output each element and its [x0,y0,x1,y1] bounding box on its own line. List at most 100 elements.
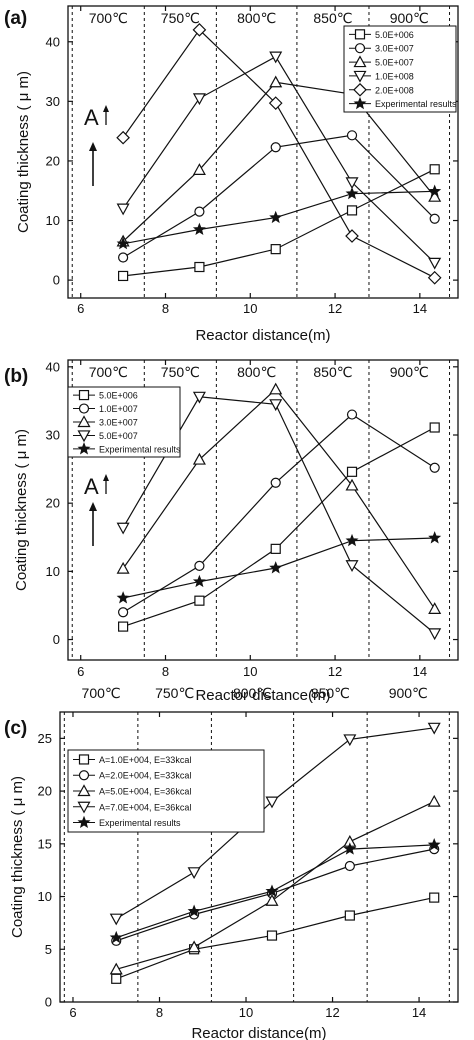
x-tick-label: 8 [162,301,169,316]
legend-marker [353,70,367,83]
data-point [192,391,206,404]
temperature-zone-label: 700℃ [82,685,121,701]
panel-label: (c) [4,718,27,739]
legend-marker [78,403,90,414]
legend-marker [77,415,91,428]
data-point [270,543,281,554]
panel-label: (a) [4,8,27,29]
arrow-label: A [84,105,99,130]
x-tick-label: 6 [77,301,84,316]
series-3 [116,382,442,614]
data-point [116,236,130,250]
temperature-zone-label: 800℃ [237,10,276,26]
data-point [268,96,283,110]
data-point [429,422,440,433]
data-point [265,796,279,809]
data-point [345,177,359,190]
temperature-zone-label: 700℃ [89,364,128,380]
y-tick-label: 0 [45,995,52,1010]
data-point [270,142,281,153]
temperature-zone-label: 800℃ [233,685,272,701]
plot-frame [67,359,459,661]
data-point [116,130,130,145]
legend-label: A=2.0E+004, E=33kcal [99,771,191,781]
legend-marker [78,770,90,781]
legend: 5.0E+006 1.0E+007 3.0E+007 5.0E+007 Experime… [67,386,181,458]
small-up-arrow-head [103,474,109,481]
legend-marker [77,784,91,797]
data-point [269,75,283,88]
data-point [269,561,283,574]
data-point [427,722,441,735]
data-point [116,591,130,604]
legend-label: 1.0E+007 [99,404,138,414]
data-point [345,533,359,547]
data-point [429,213,440,224]
series-2 [118,130,440,263]
data-point [344,860,355,872]
legend-label: 5.0E+006 [99,391,138,401]
data-point [109,930,123,944]
legend-label: Experimental results [99,818,181,828]
series-5 [116,22,442,285]
data-point [192,22,207,37]
legend-label: A=7.0E+004, E=36kcal [99,802,191,812]
data-point [269,382,283,395]
series-6 [116,184,442,250]
data-point [116,203,130,216]
y-tick-label: 25 [38,731,52,746]
chart-panel-2: 700℃ 750℃ 800℃ 850℃ 900℃ 6 8 10 12 14 0 10 20 30 40 Rea… [4,359,459,704]
chart-panel-3: 700℃ 750℃ 800℃ 850℃ 900℃ 6 8 10 12 14 0 5 10 15 20 25 Re… [4,685,459,1040]
legend-label: 5.0E+006 [375,30,414,40]
x-tick-label: 10 [243,301,257,316]
series-3 [109,794,441,975]
legend-marker [77,430,91,443]
data-point [187,904,201,917]
y-tick-label: 5 [45,942,52,957]
plot-frame [59,711,459,1003]
legend-marker [78,754,90,765]
legend-marker [353,96,367,110]
x-tick-label: 10 [243,664,257,679]
data-point [429,892,440,903]
x-tick-label: 14 [413,664,427,679]
y-tick-label: 30 [46,94,60,109]
data-point [118,252,129,263]
x-tick-label: 6 [69,1005,76,1020]
legend-box [343,25,457,113]
data-point [345,478,359,491]
y-tick-label: 20 [46,496,60,511]
legend-marker [77,815,91,829]
y-tick-label: 30 [46,428,60,443]
data-point [192,93,206,106]
data-point [194,261,205,273]
data-point [194,560,205,572]
legend-label: 5.0E+007 [99,431,138,441]
legend-label: Experimental results [99,444,181,454]
data-point [346,130,358,141]
data-point [345,229,359,243]
data-point [192,574,206,588]
legend: 5.0E+006 3.0E+007 5.0E+007 1.0E+008 2.0E+008… [343,25,457,113]
data-point [194,206,205,217]
legend-label: 2.0E+008 [375,85,414,95]
series-1 [118,422,440,632]
legend-marker [77,801,91,814]
data-point [192,452,206,465]
series-5 [109,838,441,944]
legend-marker [353,82,367,97]
y-tick-label: 10 [46,564,60,579]
x-tick-label: 12 [328,664,342,679]
legend-label: A=5.0E+004, E=36kcal [99,787,191,797]
legend-box [67,749,265,833]
data-point [265,884,279,897]
y-axis-title: Coating thickness ( μ m) [13,429,30,591]
data-point [346,205,358,216]
legend-marker [353,55,367,68]
series-2 [118,409,440,618]
panel-label: (b) [4,366,28,387]
data-point [118,607,129,618]
legend-marker [78,389,90,401]
data-point [109,913,123,926]
data-point [109,962,123,975]
